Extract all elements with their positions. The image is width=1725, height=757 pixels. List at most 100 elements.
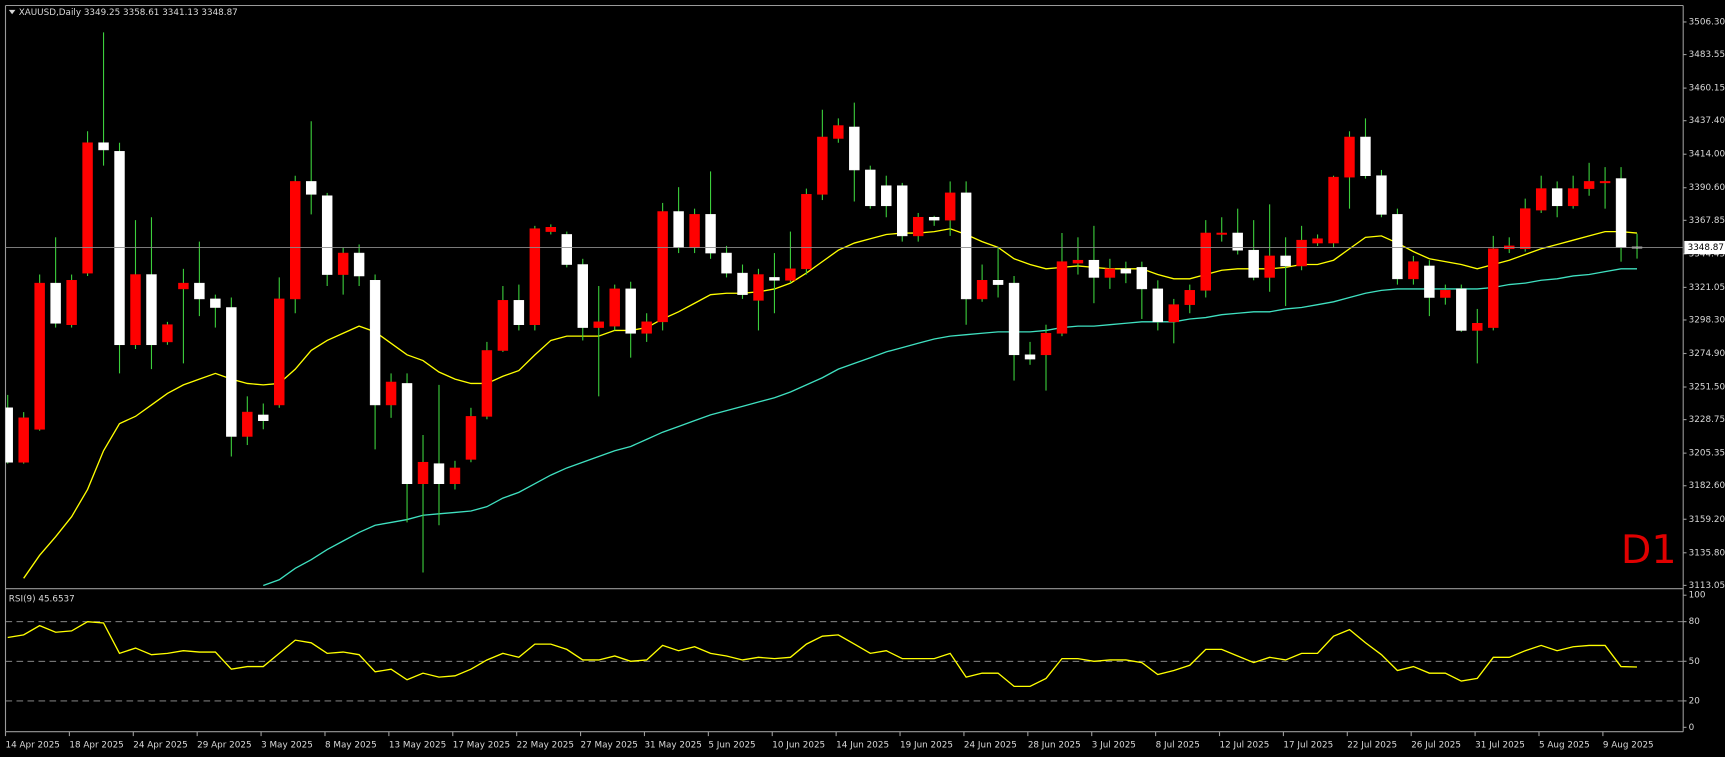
candle-body [1312,238,1323,244]
candle-body [1072,259,1084,264]
candle-body [881,185,892,207]
candle-body [1152,288,1164,323]
candle-body [66,280,77,325]
candle-body [433,463,445,485]
candle-body [305,181,317,195]
candle-body [1184,290,1195,305]
candle-body [1232,232,1243,251]
candle-body [944,192,956,221]
moving-average [263,268,1637,587]
candle-body [1488,248,1499,328]
x-tick-label: 31 Jul 2025 [1475,740,1525,750]
candle-body [1583,181,1595,189]
candle-body [625,288,636,334]
candle-body [801,194,812,270]
y-tick-label: 3182.60 [1689,481,1725,491]
candle-body [1200,232,1211,291]
x-tick-label: 8 Jul 2025 [1156,740,1200,750]
y-tick-label: 3135.80 [1689,548,1725,558]
y-tick-label: 3344.45 [1689,249,1725,259]
candle-body [290,181,301,300]
x-tick-label: 9 Aug 2025 [1603,740,1654,750]
x-tick-label: 24 Apr 2025 [133,740,187,750]
candle-body [353,252,365,277]
x-tick-label: 24 Jun 2025 [964,740,1017,750]
candle-body [18,417,29,463]
x-tick-label: 22 May 2025 [517,740,574,750]
candle-body [449,467,461,485]
candle-body [1328,176,1339,244]
x-tick-label: 28 Jun 2025 [1028,740,1081,750]
rsi-header: RSI(9) 45.6537 [9,594,75,604]
candle-body [1248,249,1259,278]
candle-body [545,227,557,232]
rsi-title: RSI(9) [9,594,36,604]
candle-body [1280,255,1291,267]
candle-body [1360,136,1371,176]
x-tick-label: 5 Jun 2025 [708,740,755,750]
chart-header: XAUUSD,Daily 3349.25 3358.61 3341.13 334… [19,8,238,18]
candle-body [497,300,509,351]
x-tick-label: 29 Apr 2025 [197,740,251,750]
candle-body [865,169,876,207]
candle-body [928,216,940,221]
candle-body [689,214,700,248]
candle-body [705,214,716,254]
y-tick-label: 3274.90 [1689,349,1725,359]
low: 3341.13 [162,8,198,18]
candle-body [226,307,237,437]
candle-body [1056,261,1068,334]
y-tick-label: 3298.30 [1689,315,1725,325]
y-tick-label: 0 [1689,723,1695,733]
candle-body [641,321,652,334]
candle-body [1088,259,1100,278]
candle-body [1024,354,1036,360]
candle-body [242,411,253,437]
x-tick-label: 14 Jun 2025 [836,740,889,750]
candle-body [1104,268,1116,278]
candle-body [960,192,972,300]
x-tick-label: 31 May 2025 [644,740,701,750]
x-tick-label: 8 May 2025 [325,740,377,750]
candle-body [817,136,828,195]
candle-body [146,274,157,346]
candle-body [401,383,413,485]
x-tick-label: 14 Apr 2025 [6,740,60,750]
y-tick-label: 3483.55 [1689,50,1725,60]
candle-body [481,350,493,417]
price-panel [5,32,1684,587]
candle-body [465,416,477,460]
y-tick-label: 3228.75 [1689,415,1725,425]
open: 3349.25 [84,8,120,18]
x-tick-label: 13 May 2025 [389,740,446,750]
y-tick-label: 3251.50 [1689,383,1725,393]
moving-average [23,228,1638,579]
candle-body [1519,208,1531,250]
candle-body [194,282,205,300]
candle-body [258,414,269,421]
candle-body [833,125,844,139]
candle-body [369,280,381,406]
x-tick-label: 17 Jul 2025 [1283,740,1333,750]
candle-body [210,298,221,308]
candle-body [114,151,125,346]
candle-body [1344,136,1355,178]
x-tick-label: 3 Jul 2025 [1092,740,1136,750]
x-tick-label: 22 Jul 2025 [1347,740,1397,750]
current-price-box [1684,240,1725,255]
candle-body [785,268,796,281]
y-tick-label: 3437.40 [1689,116,1725,126]
x-tick-label: 18 Apr 2025 [69,740,123,750]
candle-body [1040,333,1052,356]
rsi-panel [5,620,1684,702]
candle-body [1456,288,1467,331]
candle-body [737,272,748,295]
candle-body [849,126,860,171]
candle-body [1392,214,1403,280]
candle-body [417,461,429,485]
menu-arrow[interactable] [8,9,16,15]
candle-body [1376,175,1387,215]
y-tick-label: 3205.35 [1689,449,1725,459]
